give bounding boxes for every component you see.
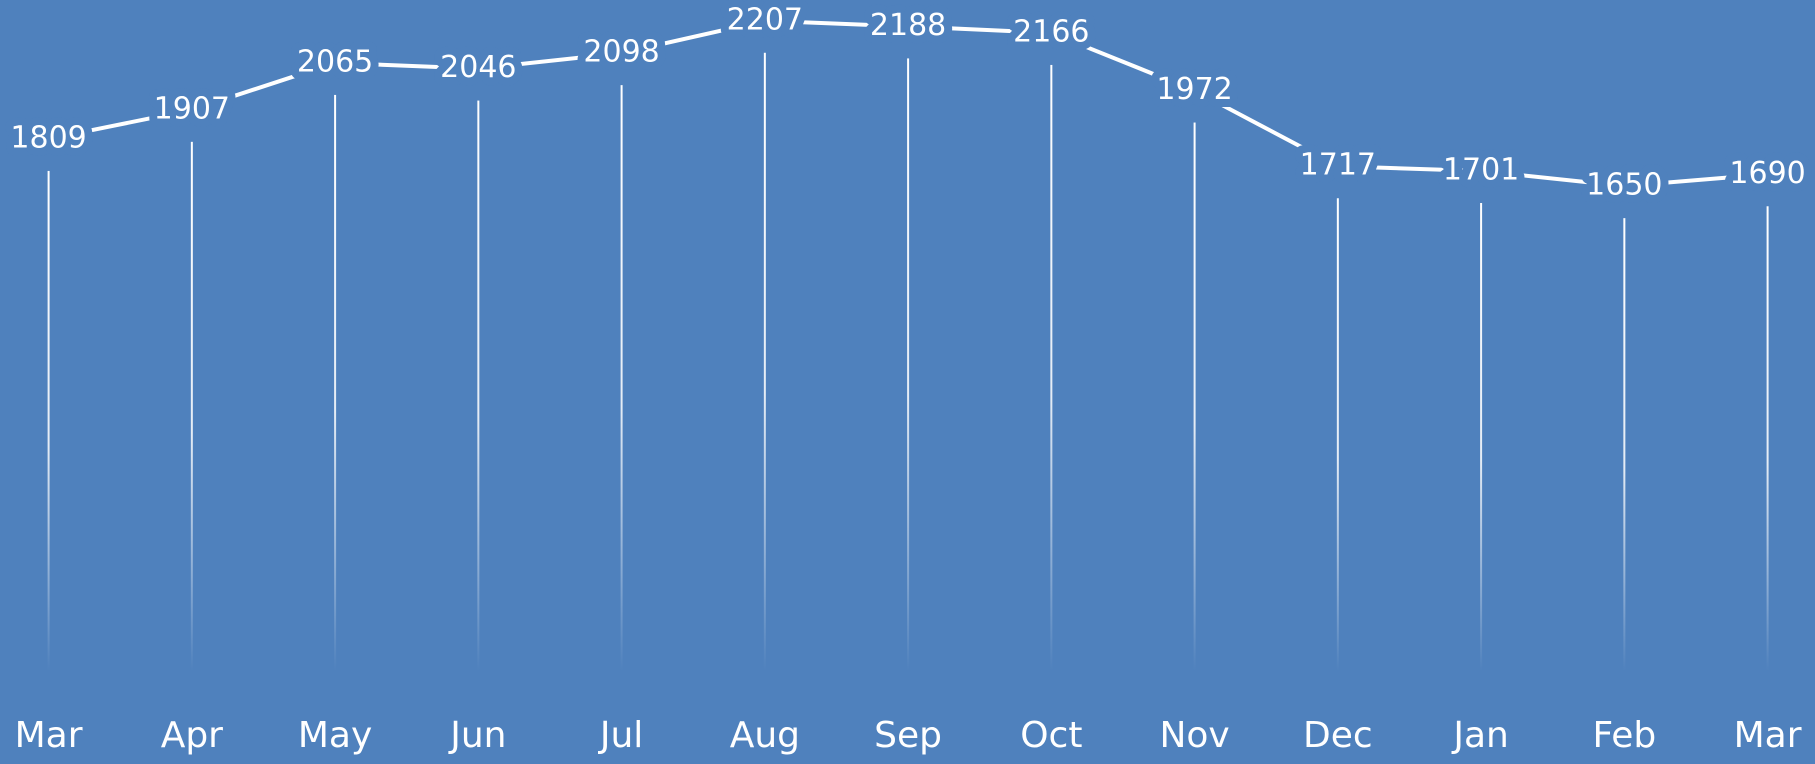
drop-line [1336, 198, 1339, 672]
data-label: 1809 [10, 120, 86, 155]
data-label: 2188 [870, 8, 946, 43]
drop-line [1766, 206, 1769, 671]
x-tick-label: Oct [1020, 715, 1082, 756]
drop-line [763, 52, 766, 671]
data-label: 2207 [727, 2, 803, 37]
drop-line [1480, 202, 1483, 671]
drop-line [334, 94, 337, 672]
x-tick-label: Dec [1303, 715, 1373, 756]
data-label: 1690 [1729, 156, 1805, 191]
drop-line [1050, 64, 1053, 672]
data-label: 1701 [1443, 152, 1519, 187]
x-tick-label: Jan [1451, 715, 1509, 756]
x-tick-label: Aug [730, 715, 800, 756]
drop-line [190, 141, 193, 671]
data-label: 1650 [1586, 168, 1662, 203]
x-tick-label: Mar [15, 715, 83, 756]
drop-line [620, 85, 623, 671]
data-label: 2098 [583, 35, 659, 70]
drop-line [477, 100, 480, 672]
data-label: 2046 [440, 50, 516, 85]
data-label: 2166 [1013, 14, 1089, 49]
x-tick-label: Jul [598, 715, 643, 756]
x-tick-label: May [298, 715, 372, 756]
x-tick-label: Mar [1734, 715, 1802, 756]
data-label: 1717 [1300, 148, 1376, 183]
drop-line [1623, 218, 1626, 671]
drop-line [1193, 122, 1196, 672]
drop-line [47, 170, 50, 672]
data-label: 1907 [154, 91, 230, 126]
x-tick-label: Jun [448, 715, 506, 756]
data-label: 2065 [297, 44, 373, 79]
x-tick-label: Nov [1159, 715, 1229, 756]
data-label: 1972 [1156, 72, 1232, 107]
x-tick-label: Sep [874, 715, 942, 756]
drop-line [907, 58, 910, 672]
x-tick-label: Feb [1592, 715, 1656, 756]
line [48, 18, 1768, 189]
x-tick-label: Apr [161, 715, 223, 756]
